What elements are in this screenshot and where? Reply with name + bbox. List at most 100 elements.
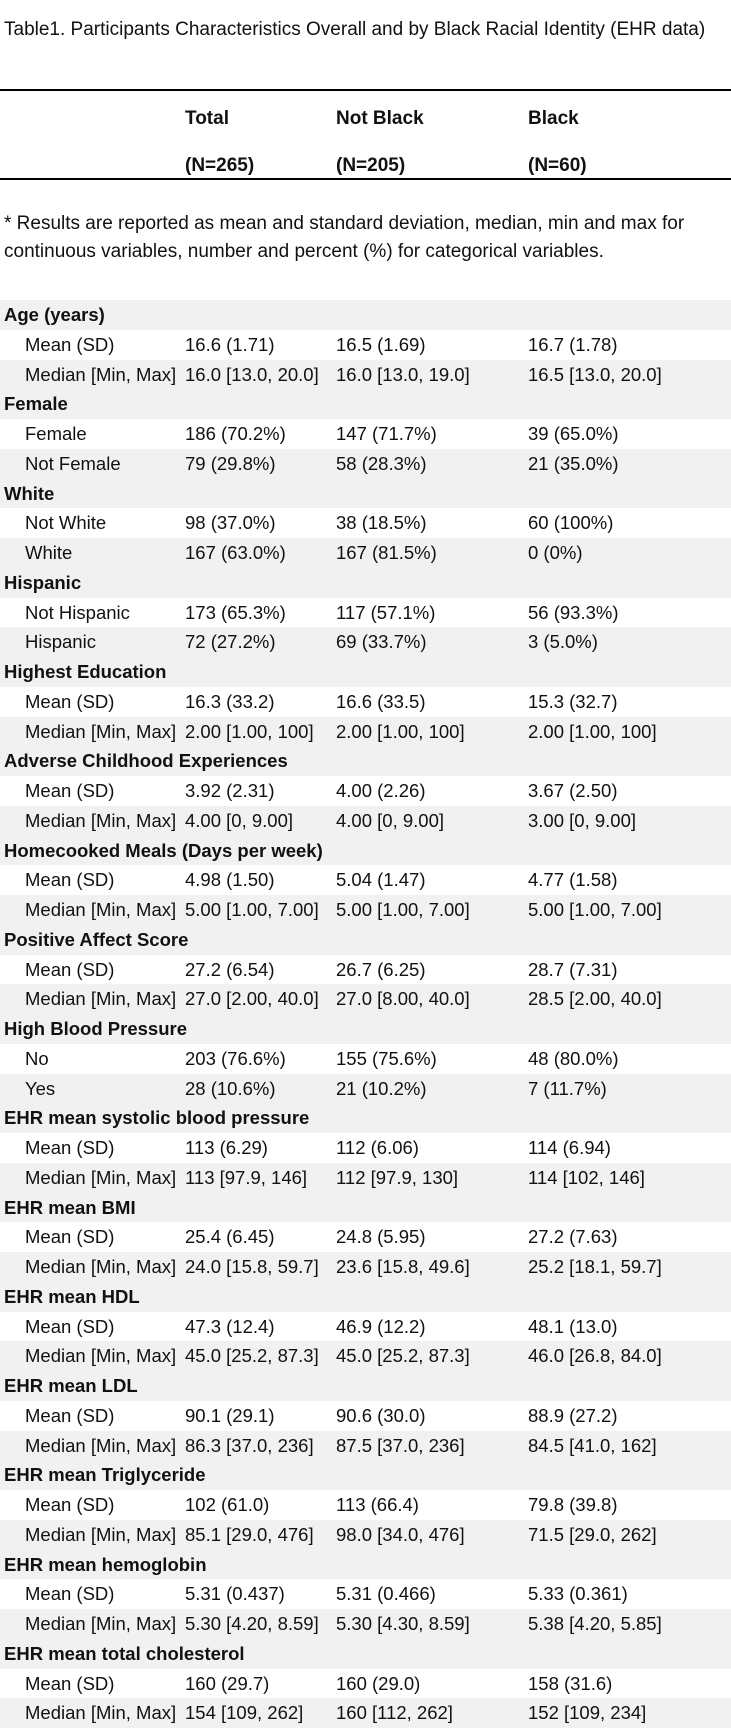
value-total: 47.3 (12.4) — [185, 1315, 275, 1337]
table-row: Mean (SD) 102 (61.0) 113 (66.4) 79.8 (39.8) — [0, 1490, 731, 1520]
table-row: Mean (SD) 4.98 (1.50) 5.04 (1.47) 4.77 (1.5… — [0, 865, 731, 895]
row-label: Mean (SD) — [25, 958, 115, 980]
value-not-black: 87.5 [37.0, 236] — [336, 1434, 465, 1456]
value-not-black: 16.6 (33.5) — [336, 690, 426, 712]
row-label: Not Female — [25, 452, 121, 474]
value-total: 113 [97.9, 146] — [185, 1166, 308, 1188]
table-row: Median [Min, Max] 154 [109, 262] 160 [112,… — [0, 1698, 731, 1728]
value-not-black: 113 (66.4) — [336, 1494, 419, 1515]
section-header-row: Hispanic — [0, 567, 731, 598]
value-not-black: 112 (6.06) — [336, 1137, 419, 1158]
section-title: EHR mean hemoglobin — [4, 1553, 207, 1575]
value-not-black: 16.0 [13.0, 19.0] — [336, 363, 470, 385]
value-total: 79 (29.8%) — [185, 452, 276, 474]
row-label: Median [Min, Max] — [25, 1613, 177, 1634]
section-header-row: EHR mean HDL — [0, 1281, 731, 1312]
section-title: Positive Affect Score — [4, 928, 189, 950]
value-not-black: 5.04 (1.47) — [336, 869, 426, 891]
row-label: Female — [25, 423, 87, 444]
value-black: 16.5 [13.0, 20.0] — [528, 363, 662, 385]
table-row: Mean (SD) 113 (6.29) 112 (6.06) 114 (6.94) — [0, 1133, 731, 1163]
value-black: 25.2 [18.1, 59.7] — [528, 1256, 662, 1277]
table-row: Median [Min, Max] 85.1 [29.0, 476] 98.0 [3… — [0, 1519, 731, 1550]
value-total: 25.4 (6.45) — [185, 1226, 275, 1248]
value-not-black: 27.0 [8.00, 40.0] — [336, 988, 470, 1010]
column-count-not-black: (N=205) — [336, 155, 406, 176]
section-title: Homecooked Meals (Days per week) — [4, 839, 323, 861]
value-black: 152 [109, 234] — [528, 1702, 647, 1724]
row-label: Mean (SD) — [25, 1672, 115, 1694]
value-total: 90.1 (29.1) — [185, 1404, 275, 1426]
value-total: 16.3 (33.2) — [185, 690, 275, 712]
value-not-black: 45.0 [25.2, 87.3] — [336, 1345, 470, 1367]
value-not-black: 2.00 [1.00, 100] — [336, 720, 465, 742]
value-not-black: 16.5 (1.69) — [336, 333, 426, 355]
row-label: Median [Min, Max] — [25, 1702, 177, 1724]
section-header-row: Adverse Childhood Experiences — [0, 746, 731, 776]
value-black: 3 (5.0%) — [528, 631, 598, 653]
value-not-black: 4.00 (2.26) — [336, 780, 426, 801]
column-header-total: Total — [185, 108, 229, 129]
row-label: Median [Min, Max] — [25, 720, 177, 742]
row-label: Mean (SD) — [25, 1404, 115, 1426]
value-total: 28 (10.6%) — [185, 1077, 276, 1099]
row-label: Hispanic — [25, 631, 96, 653]
section-title: Female — [4, 393, 68, 415]
value-total: 45.0 [25.2, 87.3] — [185, 1345, 319, 1367]
row-label: Median [Min, Max] — [25, 1434, 177, 1456]
table-row: Median [Min, Max] 113 [97.9, 146] 112 [97.… — [0, 1162, 731, 1193]
value-not-black: 24.8 (5.95) — [336, 1226, 426, 1248]
value-not-black: 4.00 [0, 9.00] — [336, 809, 445, 831]
section-header-row: Positive Affect Score — [0, 924, 731, 955]
table-row: Mean (SD) 16.3 (33.2) 16.6 (33.5) 15.3 (32.… — [0, 687, 731, 717]
value-not-black: 98.0 [34.0, 476] — [336, 1523, 465, 1545]
section-header-row: EHR mean hemoglobin — [0, 1549, 731, 1580]
value-black: 88.9 (27.2) — [528, 1404, 618, 1426]
table-row: Yes 28 (10.6%) 21 (10.2%) 7 (11.7%) — [0, 1073, 731, 1104]
value-not-black: 160 [112, 262] — [336, 1702, 453, 1724]
table-row: Median [Min, Max] 27.0 [2.00, 40.0] 27.0 [… — [0, 984, 731, 1014]
value-black: 5.00 [1.00, 7.00] — [528, 899, 662, 920]
value-total: 4.00 [0, 9.00] — [185, 809, 294, 831]
value-black: 84.5 [41.0, 162] — [528, 1434, 657, 1456]
value-black: 71.5 [29.0, 262] — [528, 1523, 657, 1545]
value-black: 27.2 (7.63) — [528, 1226, 618, 1248]
table-row: Mean (SD) 3.92 (2.31) 4.00 (2.26) 3.67 (2.5… — [0, 776, 731, 806]
value-total: 173 (65.3%) — [185, 601, 286, 623]
row-label: Mean (SD) — [25, 333, 115, 355]
table-row: Female 186 (70.2%) 147 (71.7%) 39 (65.0%) — [0, 419, 731, 449]
table-row: Not White 98 (37.0%) 38 (18.5%) 60 (100%) — [0, 508, 731, 538]
section-header-row: EHR mean LDL — [0, 1371, 731, 1401]
section-header-row: Homecooked Meals (Days per week) — [0, 835, 731, 866]
value-total: 186 (70.2%) — [185, 423, 286, 444]
section-header-row: High Blood Pressure — [0, 1014, 731, 1044]
row-label: Not Hispanic — [25, 601, 130, 623]
value-total: 5.30 [4.20, 8.59] — [185, 1613, 319, 1634]
section-header-row: White — [0, 478, 731, 509]
value-black: 28.7 (7.31) — [528, 958, 618, 980]
value-black: 60 (100%) — [528, 512, 614, 534]
row-label: Mean (SD) — [25, 1583, 115, 1605]
row-label: Mean (SD) — [25, 1315, 115, 1337]
table-row: Mean (SD) 160 (29.7) 160 (29.0) 158 (31.6) — [0, 1669, 731, 1699]
table-row: No 203 (76.6%) 155 (75.6%) 48 (80.0%) — [0, 1044, 731, 1074]
table-caption: Table1. Participants Characteristics Ove… — [4, 19, 706, 40]
table-row: Median [Min, Max] 4.00 [0, 9.00] 4.00 [0, … — [0, 805, 731, 836]
value-not-black: 23.6 [15.8, 49.6] — [336, 1256, 470, 1277]
value-not-black: 58 (28.3%) — [336, 452, 427, 474]
value-black: 16.7 (1.78) — [528, 333, 618, 355]
value-total: 160 (29.7) — [185, 1672, 270, 1694]
section-header-row: Highest Education — [0, 657, 731, 687]
value-total: 102 (61.0) — [185, 1494, 270, 1515]
table-row: Median [Min, Max] 24.0 [15.8, 59.7] 23.6 [… — [0, 1252, 731, 1282]
table-row: Median [Min, Max] 45.0 [25.2, 87.3] 45.0 [… — [0, 1341, 731, 1371]
value-total: 154 [109, 262] — [185, 1702, 304, 1724]
header-rule-top — [0, 89, 731, 91]
value-black: 39 (65.0%) — [528, 423, 619, 444]
value-black: 2.00 [1.00, 100] — [528, 720, 657, 742]
table-row: Median [Min, Max] 5.00 [1.00, 7.00] 5.00 [… — [0, 895, 731, 925]
table-footnote: * Results are reported as mean and stand… — [4, 213, 685, 262]
column-header-black: Black — [528, 108, 579, 129]
section-title: Age (years) — [4, 304, 105, 325]
value-total: 27.0 [2.00, 40.0] — [185, 988, 319, 1010]
